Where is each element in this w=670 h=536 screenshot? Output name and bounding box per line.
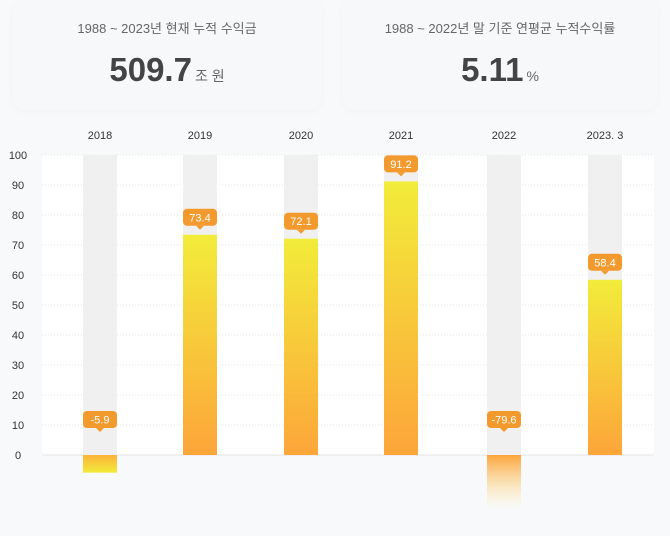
data-label: 73.4: [189, 212, 210, 224]
bar[interactable]: [588, 279, 622, 455]
summary-unit: %: [526, 68, 539, 84]
data-label: 58.4: [594, 257, 615, 269]
summary-title: 1988 ~ 2022년 말 기준 연평균 누적수익률: [384, 21, 616, 36]
summary-value: 509.7: [109, 51, 192, 88]
data-label-bg: [83, 411, 117, 428]
x-category-label: 2018: [88, 130, 112, 142]
y-tick-label: 0: [15, 450, 21, 462]
data-label-bg: [284, 212, 318, 230]
summary-card-return: 1988 ~ 2022년 말 기준 연평균 누적수익률 5.11%: [342, 0, 658, 110]
y-tick-label: 80: [12, 210, 24, 222]
bar[interactable]: [183, 234, 217, 455]
data-label: 72.1: [290, 216, 311, 228]
data-label-pointer: [297, 229, 305, 234]
x-category-label: 2021: [389, 130, 413, 142]
data-label-pointer: [500, 428, 508, 432]
x-category-label: 2023. 3: [587, 130, 624, 142]
bar[interactable]: [284, 238, 318, 455]
bar-chart: 0 10 20 30 40 50 60 70 80 90 100 2018 -5.9 2019 73.4 20…: [9, 130, 654, 510]
bar[interactable]: [83, 455, 117, 473]
summary-title: 1988 ~ 2023년 현재 누적 수익금: [77, 21, 257, 36]
bar[interactable]: [384, 181, 418, 455]
summary-unit: 조 원: [194, 68, 225, 84]
x-category-label: 2019: [188, 130, 212, 142]
bar-track: [83, 155, 117, 455]
data-label-pointer: [397, 172, 405, 177]
y-tick-label: 40: [12, 330, 24, 342]
y-tick-label: 100: [9, 150, 27, 162]
data-label: -79.6: [491, 415, 516, 427]
data-label-bg: [588, 253, 622, 271]
data-label-bg: [487, 411, 521, 428]
data-label-bg: [183, 208, 217, 226]
y-tick-label: 20: [12, 390, 24, 402]
data-label: -5.9: [91, 415, 110, 427]
y-tick-label: 10: [12, 420, 24, 432]
data-label-pointer: [601, 270, 609, 275]
bar-track: [487, 155, 521, 455]
data-label-pointer: [196, 225, 204, 230]
data-label-bg: [384, 155, 418, 173]
y-tick-label: 30: [12, 360, 24, 372]
summary-value: 5.11: [461, 51, 524, 88]
x-category-label: 2020: [289, 130, 313, 142]
x-category-label: 2022: [492, 130, 516, 142]
y-tick-label: 70: [12, 240, 24, 252]
y-tick-label: 90: [12, 180, 24, 192]
data-label: 91.2: [390, 159, 411, 171]
y-tick-label: 60: [12, 270, 24, 282]
data-label-pointer: [96, 428, 104, 432]
summary-card-profit: 1988 ~ 2023년 현재 누적 수익금 509.7 조 원: [12, 0, 322, 110]
bar[interactable]: [487, 455, 521, 510]
y-tick-label: 50: [12, 300, 24, 312]
